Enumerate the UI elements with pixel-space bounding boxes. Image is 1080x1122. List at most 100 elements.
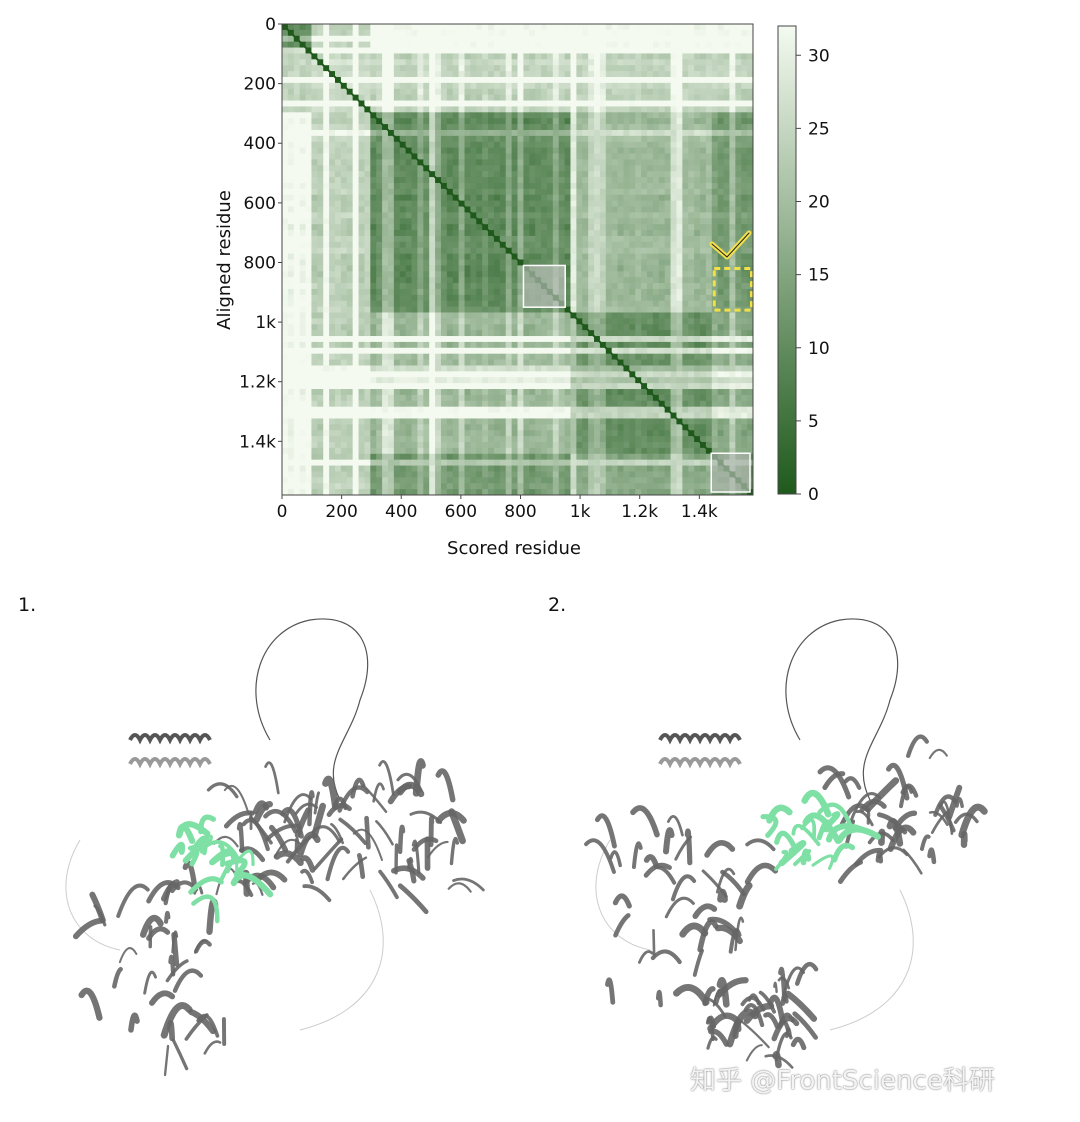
- heatmap-cells: [282, 24, 753, 495]
- heatmap-cell: [382, 353, 389, 361]
- heatmap-cell: [658, 135, 666, 143]
- heatmap-cell: [664, 124, 672, 131]
- heatmap-cell: [717, 35, 725, 43]
- heatmap-cell: [458, 24, 466, 31]
- heatmap-cell: [729, 47, 736, 55]
- heatmap-cell: [570, 230, 577, 237]
- heatmap-cell: [570, 24, 577, 31]
- heatmap-cell: [717, 230, 725, 237]
- heatmap-cell: [729, 330, 736, 337]
- heatmap-cell: [694, 182, 701, 190]
- heatmap-cell: [723, 88, 731, 96]
- heatmap-cell: [664, 241, 672, 249]
- heatmap-cell: [623, 171, 630, 178]
- heatmap-cell: [717, 188, 725, 196]
- heatmap-cell: [488, 206, 495, 213]
- heatmap-cell: [605, 59, 613, 66]
- heatmap-cell: [729, 341, 736, 349]
- heatmap-cell: [629, 312, 636, 319]
- heatmap-cell: [723, 106, 731, 113]
- heatmap-cell: [364, 76, 371, 84]
- heatmap-cell: [552, 259, 560, 266]
- heatmap-cell: [393, 200, 401, 208]
- heatmap-cell: [452, 312, 460, 319]
- heatmap-cell: [311, 147, 318, 155]
- heatmap-cell: [435, 71, 442, 78]
- heatmap-cell: [334, 277, 342, 284]
- heatmap-cell: [641, 65, 648, 72]
- heatmap-cell: [647, 336, 654, 343]
- heatmap-cell: [346, 271, 354, 278]
- heatmap-cell: [564, 206, 572, 213]
- heatmap-cell: [352, 347, 360, 355]
- heatmap-cell: [282, 230, 289, 237]
- heatmap-cell: [358, 65, 366, 72]
- heatmap-cell: [488, 177, 495, 184]
- heatmap-cell: [287, 247, 295, 255]
- heatmap-cell: [464, 65, 471, 72]
- heatmap-cell: [405, 165, 413, 172]
- heatmap-cell: [676, 59, 683, 66]
- heatmap-cell: [411, 100, 419, 108]
- heatmap-cell: [440, 294, 448, 302]
- heatmap-cell: [476, 159, 483, 166]
- heatmap-cell: [499, 212, 507, 219]
- heatmap-cell: [623, 300, 630, 308]
- heatmap-cell: [452, 247, 460, 255]
- heatmap-cell: [594, 300, 601, 308]
- heatmap-cell: [293, 312, 301, 319]
- heatmap-cell: [635, 82, 642, 90]
- heatmap-cell: [505, 200, 513, 208]
- heatmap-cell: [658, 76, 666, 84]
- heatmap-cell: [311, 383, 318, 390]
- heatmap-cell: [705, 53, 713, 60]
- heatmap-cell: [735, 283, 742, 290]
- heatmap-cell: [688, 247, 695, 255]
- heatmap-cell: [688, 341, 695, 349]
- heatmap-cell: [458, 59, 466, 66]
- heatmap-cell: [429, 389, 436, 396]
- heatmap-cell: [311, 353, 318, 361]
- heatmap-cell: [470, 230, 477, 237]
- heatmap-cell: [405, 118, 413, 125]
- heatmap-cell: [505, 230, 513, 237]
- heatmap-cell: [611, 59, 619, 66]
- heatmap-cell: [493, 347, 501, 355]
- heatmap-cell: [546, 135, 554, 143]
- heatmap-cell: [376, 194, 383, 202]
- heatmap-cell: [340, 35, 348, 43]
- heatmap-cell: [435, 259, 442, 266]
- heatmap-cell: [364, 135, 371, 143]
- heatmap-cell: [305, 294, 313, 302]
- heatmap-cell: [588, 165, 595, 172]
- heatmap-cell: [505, 206, 513, 213]
- heatmap-cell: [676, 171, 683, 178]
- heatmap-cell: [329, 265, 336, 272]
- heatmap-cell: [582, 135, 589, 143]
- heatmap-cell: [435, 124, 442, 131]
- heatmap-cell: [682, 300, 689, 308]
- heatmap-cell: [741, 29, 748, 37]
- heatmap-cell: [700, 206, 707, 213]
- heatmap-cell: [541, 135, 548, 143]
- heatmap-cell: [652, 194, 660, 202]
- heatmap-cell: [629, 47, 636, 55]
- heatmap-cell: [382, 212, 389, 219]
- heatmap-cell: [440, 241, 448, 249]
- heatmap-cell: [582, 341, 589, 349]
- heatmap-cell: [605, 353, 613, 361]
- heatmap-cell: [552, 153, 560, 161]
- heatmap-cell: [411, 224, 419, 231]
- heatmap-cell: [305, 124, 313, 131]
- heatmap-cell: [488, 253, 495, 261]
- heatmap-cell: [340, 341, 348, 349]
- heatmap-cell: [346, 347, 354, 355]
- heatmap-cell: [735, 141, 742, 149]
- heatmap-cell: [311, 230, 318, 237]
- heatmap-cell: [299, 265, 307, 272]
- heatmap-cell: [340, 71, 348, 78]
- heatmap-cell: [558, 82, 566, 90]
- heatmap-cell: [535, 241, 542, 249]
- heatmap-cell: [558, 218, 566, 225]
- heatmap-cell: [311, 253, 318, 261]
